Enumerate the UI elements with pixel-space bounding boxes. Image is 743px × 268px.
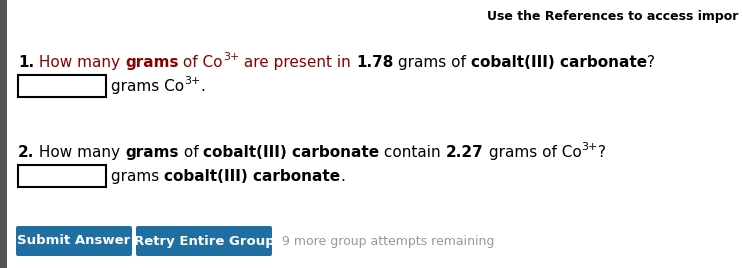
Text: cobalt(III) carbonate: cobalt(III) carbonate	[164, 169, 340, 184]
Text: grams of: grams of	[393, 55, 471, 70]
Text: .: .	[201, 79, 205, 94]
Text: .: .	[340, 169, 345, 184]
Bar	[18, 165, 106, 187]
FancyBboxPatch shape	[16, 226, 132, 256]
Text: of: of	[179, 145, 204, 160]
Text: 9 more group attempts remaining: 9 more group attempts remaining	[282, 234, 494, 248]
Text: cobalt(III) carbonate: cobalt(III) carbonate	[471, 55, 647, 70]
Text: of Co: of Co	[178, 55, 223, 70]
Text: ?: ?	[598, 145, 606, 160]
Text: How many: How many	[34, 145, 126, 160]
Text: grams: grams	[126, 145, 179, 160]
Text: grams Co: grams Co	[106, 79, 184, 94]
Text: 3+: 3+	[581, 142, 598, 152]
Text: Use the References to access impor: Use the References to access impor	[487, 10, 738, 23]
Text: 2.27: 2.27	[446, 145, 484, 160]
Text: contain: contain	[380, 145, 446, 160]
Text: cobalt(III) carbonate: cobalt(III) carbonate	[204, 145, 380, 160]
FancyBboxPatch shape	[136, 226, 272, 256]
Text: 1.78: 1.78	[356, 55, 393, 70]
Text: 3+: 3+	[184, 76, 201, 86]
Text: are present in: are present in	[239, 55, 356, 70]
Text: 1.: 1.	[18, 55, 34, 70]
Text: 2.: 2.	[18, 145, 34, 160]
Text: grams: grams	[125, 55, 178, 70]
Text: grams: grams	[106, 169, 164, 184]
Bar	[18, 75, 106, 97]
Text: ?: ?	[647, 55, 655, 70]
Text: Submit Answer: Submit Answer	[17, 234, 131, 248]
Bar	[0, 0, 7, 268]
Text: Retry Entire Group: Retry Entire Group	[134, 234, 274, 248]
Text: grams of Co: grams of Co	[484, 145, 581, 160]
Text: 3+: 3+	[223, 52, 239, 62]
Text: How many: How many	[34, 55, 125, 70]
